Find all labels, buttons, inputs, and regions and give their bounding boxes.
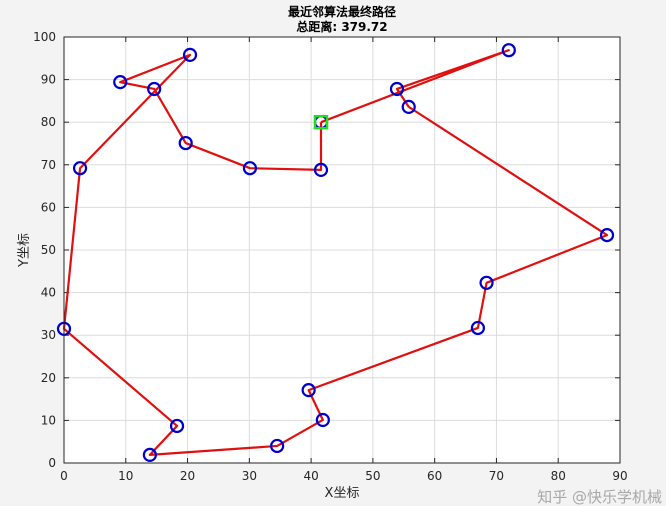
city-marker (142, 447, 157, 463)
x-tick-label: 10 (118, 469, 133, 483)
start-marker (313, 114, 329, 130)
y-tick-label: 10 (41, 413, 56, 427)
city-marker (147, 81, 162, 97)
x-tick-label: 0 (60, 469, 68, 483)
x-tick-label: 90 (612, 469, 627, 483)
city-marker (178, 135, 193, 151)
city-marker (313, 162, 329, 178)
x-tick-label: 70 (489, 469, 504, 483)
y-tick-label: 30 (41, 328, 56, 342)
city-marker (242, 161, 258, 176)
city-marker (315, 412, 330, 428)
x-tick-label: 20 (180, 469, 195, 483)
y-tick-label: 20 (41, 371, 56, 385)
y-tick-label: 70 (41, 158, 56, 172)
city-marker (479, 275, 494, 290)
y-tick-label: 40 (41, 286, 56, 300)
x-axis-label: X坐标 (325, 486, 360, 501)
y-tick-label: 90 (41, 73, 56, 87)
x-tick-label: 80 (551, 469, 566, 483)
city-marker (169, 418, 185, 434)
y-tick-label: 0 (48, 456, 56, 470)
x-tick-label: 30 (242, 469, 257, 483)
city-marker (389, 81, 405, 97)
y-tick-label: 80 (41, 115, 56, 129)
city-marker (501, 43, 516, 58)
route-line (62, 49, 609, 457)
city-marker (470, 320, 486, 336)
x-tick-label: 40 (303, 469, 318, 483)
y-axis-label: Y坐标 (17, 233, 32, 268)
city-marker (599, 227, 615, 243)
city-marker (270, 438, 285, 454)
chart-title: 最近邻算法最终路径 (288, 4, 396, 19)
y-tick-label: 60 (41, 200, 56, 214)
city-marker (113, 75, 128, 90)
x-tick-label: 50 (365, 469, 380, 483)
x-tick-label: 60 (427, 469, 442, 483)
plot-frame (63, 36, 621, 464)
ticks: 0 10 20 30 40 50 60 70 80 90 0 10 20 30 40 50 60 70 80 90 10… (33, 30, 628, 483)
city-marker (301, 383, 316, 398)
route (56, 43, 615, 463)
y-tick-label: 100 (33, 30, 56, 44)
chart-subtitle: 总距离: 379.72 (296, 19, 387, 34)
city-marker (401, 99, 416, 114)
y-tick-label: 50 (41, 243, 56, 257)
city-marker (182, 47, 198, 62)
city-marker (72, 161, 88, 176)
watermark: 知乎 @快乐学机械 (537, 488, 662, 506)
